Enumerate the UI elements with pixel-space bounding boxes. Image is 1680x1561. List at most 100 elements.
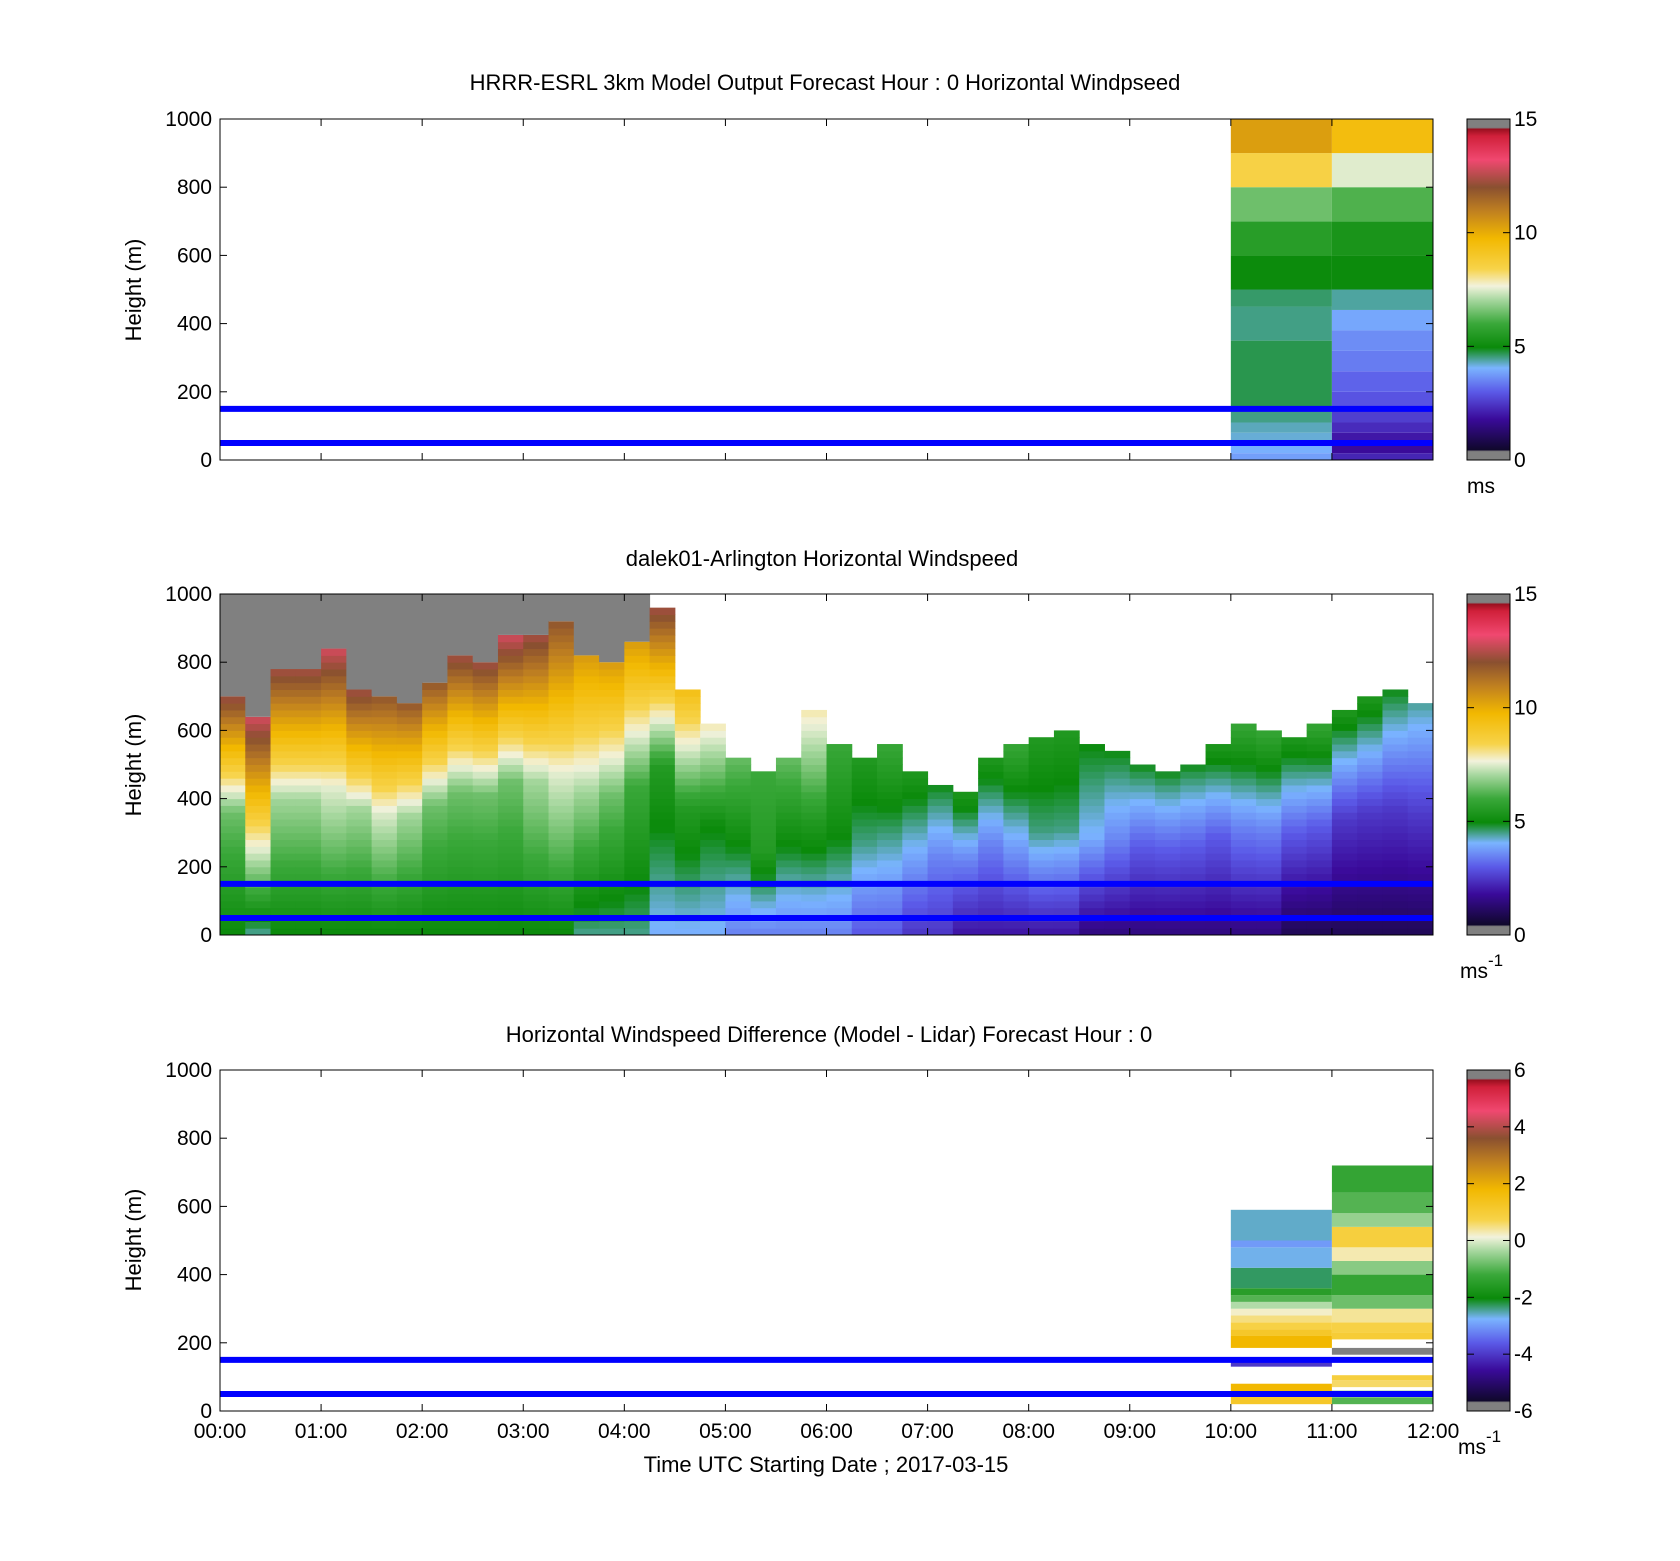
heatmap-cell bbox=[902, 887, 929, 895]
heatmap-cell bbox=[674, 716, 701, 725]
heatmap-cell bbox=[801, 750, 827, 759]
heatmap-cell bbox=[371, 778, 398, 786]
colorbar-tick-label: -4 bbox=[1514, 1343, 1533, 1366]
heatmap-cell bbox=[396, 778, 423, 786]
heatmap-cell bbox=[422, 791, 448, 800]
heatmap-cell bbox=[1382, 825, 1409, 834]
heatmap-cell bbox=[599, 682, 625, 690]
heatmap-cell bbox=[1155, 771, 1181, 779]
heatmap-cell bbox=[750, 859, 777, 868]
heatmap-cell bbox=[523, 791, 550, 800]
heatmap-cell bbox=[1331, 1375, 1433, 1381]
heatmap-cell bbox=[447, 771, 474, 779]
heatmap-cell bbox=[1129, 832, 1156, 841]
heatmap-cell bbox=[674, 866, 701, 875]
heatmap-cell bbox=[750, 866, 777, 875]
heatmap-cell bbox=[1079, 839, 1105, 847]
heatmap-cell bbox=[245, 737, 272, 745]
heatmap-cell bbox=[573, 675, 600, 684]
colorbar-tick-label: 0 bbox=[1514, 924, 1526, 947]
heatmap-cell bbox=[346, 723, 373, 731]
heatmap-cell bbox=[801, 812, 827, 820]
heatmap-cell bbox=[1053, 928, 1080, 936]
heatmap-cell bbox=[1053, 757, 1080, 765]
heatmap-cell bbox=[1003, 812, 1030, 820]
heatmap-cell bbox=[447, 825, 474, 834]
heatmap-cell bbox=[220, 716, 246, 725]
heatmap-cell bbox=[826, 757, 853, 765]
heatmap-cell bbox=[396, 737, 423, 745]
heatmap-cell bbox=[321, 648, 347, 656]
heatmap-cell bbox=[1079, 887, 1105, 895]
heatmap-cell bbox=[422, 853, 448, 861]
heatmap-cell bbox=[801, 832, 827, 841]
heatmap-cell bbox=[624, 696, 651, 704]
heatmap-cell bbox=[220, 866, 246, 875]
y-tick-label: 1000 bbox=[165, 108, 212, 131]
heatmap-cell bbox=[978, 764, 1004, 772]
heatmap-cell bbox=[1357, 832, 1383, 841]
heatmap-cell bbox=[1331, 812, 1358, 820]
y-tick-label: 600 bbox=[177, 244, 212, 267]
heatmap-cell bbox=[220, 784, 246, 793]
heatmap-cell bbox=[1230, 839, 1257, 847]
heatmap-cell bbox=[295, 716, 322, 725]
heatmap-cell bbox=[649, 607, 676, 615]
heatmap-cell bbox=[599, 928, 625, 936]
heatmap-cell bbox=[649, 921, 676, 929]
heatmap-cell bbox=[220, 778, 246, 786]
heatmap-cell bbox=[270, 689, 297, 697]
heatmap-cell bbox=[245, 730, 272, 738]
heatmap-cell bbox=[927, 784, 954, 793]
heatmap-cell bbox=[1331, 907, 1358, 916]
heatmap-cell bbox=[674, 825, 701, 834]
heatmap-cell bbox=[1180, 798, 1207, 806]
heatmap-cell bbox=[927, 928, 954, 936]
heatmap-cell bbox=[321, 894, 347, 902]
heatmap-cell bbox=[447, 757, 474, 765]
y-tick-label: 0 bbox=[200, 924, 212, 947]
heatmap-cell bbox=[548, 771, 575, 779]
heatmap-cell bbox=[548, 819, 575, 827]
heatmap-cell bbox=[1230, 1315, 1332, 1323]
heatmap-cell bbox=[1331, 1295, 1433, 1309]
heatmap-cell bbox=[1357, 723, 1383, 731]
heatmap-cell bbox=[321, 703, 347, 711]
heatmap-cell bbox=[396, 805, 423, 813]
heatmap-cell bbox=[1028, 873, 1055, 881]
heatmap-cell bbox=[371, 921, 398, 929]
heatmap-cell-missing bbox=[346, 594, 373, 690]
y-tick-label: 1000 bbox=[165, 1059, 212, 1082]
heatmap-cell bbox=[321, 764, 347, 772]
heatmap-cell bbox=[851, 757, 878, 765]
heatmap-cell bbox=[1079, 791, 1105, 800]
heatmap-cell bbox=[1331, 757, 1358, 765]
heatmap-cell bbox=[447, 703, 474, 711]
heatmap-cell bbox=[371, 791, 398, 800]
heatmap-cell bbox=[826, 887, 853, 895]
heatmap-cell bbox=[1382, 907, 1409, 916]
heatmap-cell bbox=[1104, 900, 1131, 909]
heatmap-cell bbox=[1053, 819, 1080, 827]
heatmap-cell bbox=[295, 689, 322, 697]
panel-1-colorbar-unit: ms bbox=[1467, 475, 1495, 498]
heatmap-cell bbox=[220, 709, 246, 718]
heatmap-cell bbox=[700, 750, 726, 759]
heatmap-cell bbox=[447, 846, 474, 854]
heatmap-cell bbox=[447, 675, 474, 684]
heatmap-cell bbox=[1407, 798, 1434, 806]
heatmap-cell bbox=[851, 764, 878, 772]
heatmap-cell bbox=[978, 853, 1004, 861]
heatmap-cell bbox=[902, 859, 929, 868]
heatmap-cell bbox=[1053, 853, 1080, 861]
heatmap-cell bbox=[1230, 1308, 1332, 1316]
heatmap-cell bbox=[1407, 846, 1434, 854]
heatmap-cell bbox=[1331, 1308, 1433, 1323]
heatmap-cell bbox=[497, 866, 524, 875]
heatmap-cell bbox=[447, 696, 474, 704]
heatmap-cell bbox=[1281, 921, 1308, 929]
heatmap-cell bbox=[1331, 350, 1433, 372]
heatmap-cell bbox=[245, 894, 272, 902]
heatmap-cell bbox=[472, 887, 499, 895]
heatmap-cell bbox=[750, 798, 777, 806]
